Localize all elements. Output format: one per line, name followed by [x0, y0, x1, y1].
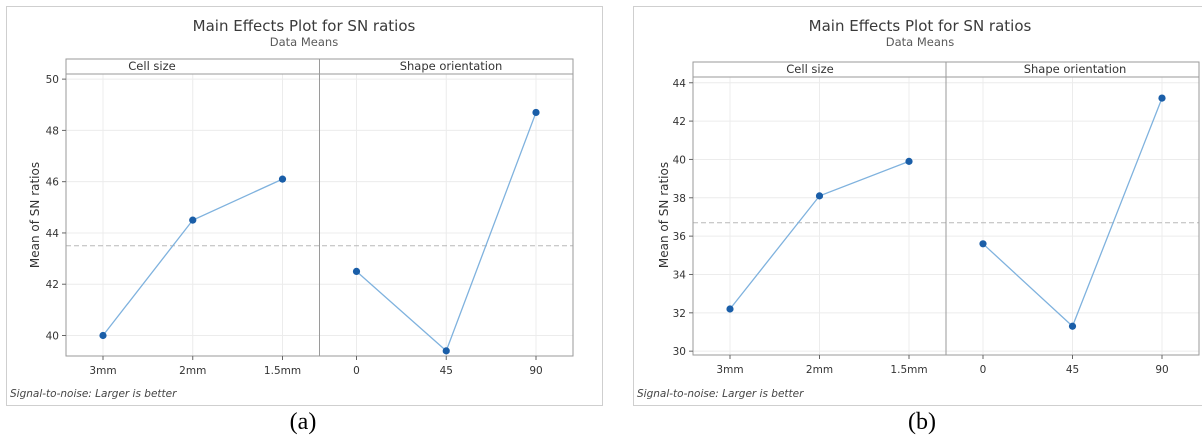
y-tick-label: 34 [673, 269, 687, 281]
x-tick-label: 2mm [179, 365, 206, 377]
y-tick-label: 44 [673, 78, 687, 90]
x-tick-label: 3mm [716, 364, 743, 376]
panel-caption-b: (b) [908, 409, 936, 435]
data-point [979, 240, 987, 248]
facet-strip-cell-size: Cell size [786, 62, 833, 76]
y-tick-label: 50 [46, 74, 59, 86]
data-point [905, 157, 913, 165]
y-tick-label: 40 [673, 154, 686, 166]
data-point [1158, 94, 1166, 102]
chart-subtitle: Data Means [270, 35, 338, 49]
footnote: Signal-to-noise: Larger is better [10, 388, 177, 400]
chart-panel-b: 30 32 34 36 38 40 42 44 3mm 2mm 1.5mm 0 45 90 Main Eff… [633, 6, 1202, 406]
y-axis-label: Mean of SN ratios [28, 162, 42, 268]
y-tick-label: 40 [46, 330, 59, 342]
data-point [726, 305, 734, 313]
data-point [278, 175, 287, 183]
data-point [532, 108, 540, 117]
facet-strip-shape-orientation: Shape orientation [400, 59, 503, 73]
x-tick-label: 0 [980, 364, 987, 376]
y-tick-label: 46 [46, 177, 60, 189]
facet-strip-cell-size: Cell size [128, 59, 175, 73]
y-tick-label: 38 [673, 193, 686, 205]
y-tick-label: 42 [673, 116, 686, 128]
data-point [189, 216, 197, 224]
footnote: Signal-to-noise: Larger is better [637, 388, 804, 400]
main-effects-chart-a: 40 42 44 46 48 50 3mm 2mm 1.5mm 0 45 90 Main Effects… [10, 17, 574, 400]
chart-subtitle: Data Means [886, 35, 954, 49]
data-point [99, 331, 107, 340]
data-point [1068, 322, 1077, 330]
y-tick-label: 42 [46, 279, 59, 291]
x-tick-label: 1.5mm [264, 365, 301, 377]
y-tick-label: 48 [46, 125, 59, 137]
data-point [352, 267, 361, 275]
x-tick-label: 90 [529, 365, 542, 377]
chart-panel-a: 40 42 44 46 48 50 3mm 2mm 1.5mm 0 45 90 Main Effects… [6, 6, 603, 406]
facet-strip-shape-orientation: Shape orientation [1024, 62, 1127, 76]
x-tick-label: 90 [1155, 364, 1168, 376]
chart-title: Main Effects Plot for SN ratios [193, 17, 416, 35]
y-axis-label: Mean of SN ratios [657, 162, 671, 268]
x-tick-label: 2mm [806, 364, 833, 376]
x-tick-label: 3mm [89, 365, 116, 377]
panel-caption-a: (a) [289, 409, 317, 435]
y-tick-label: 32 [673, 308, 686, 320]
y-tick-label: 36 [673, 231, 687, 243]
x-tick-label: 0 [353, 365, 360, 377]
data-point [442, 347, 450, 355]
x-tick-label: 45 [1066, 364, 1079, 376]
y-tick-label: 30 [673, 346, 686, 358]
x-tick-label: 1.5mm [890, 364, 927, 376]
data-point [815, 192, 824, 200]
x-tick-label: 45 [440, 365, 453, 377]
main-effects-chart-b: 30 32 34 36 38 40 42 44 3mm 2mm 1.5mm 0 45 90 Main Eff… [637, 17, 1200, 400]
y-tick-label: 44 [46, 228, 60, 240]
chart-title: Main Effects Plot for SN ratios [809, 17, 1032, 35]
